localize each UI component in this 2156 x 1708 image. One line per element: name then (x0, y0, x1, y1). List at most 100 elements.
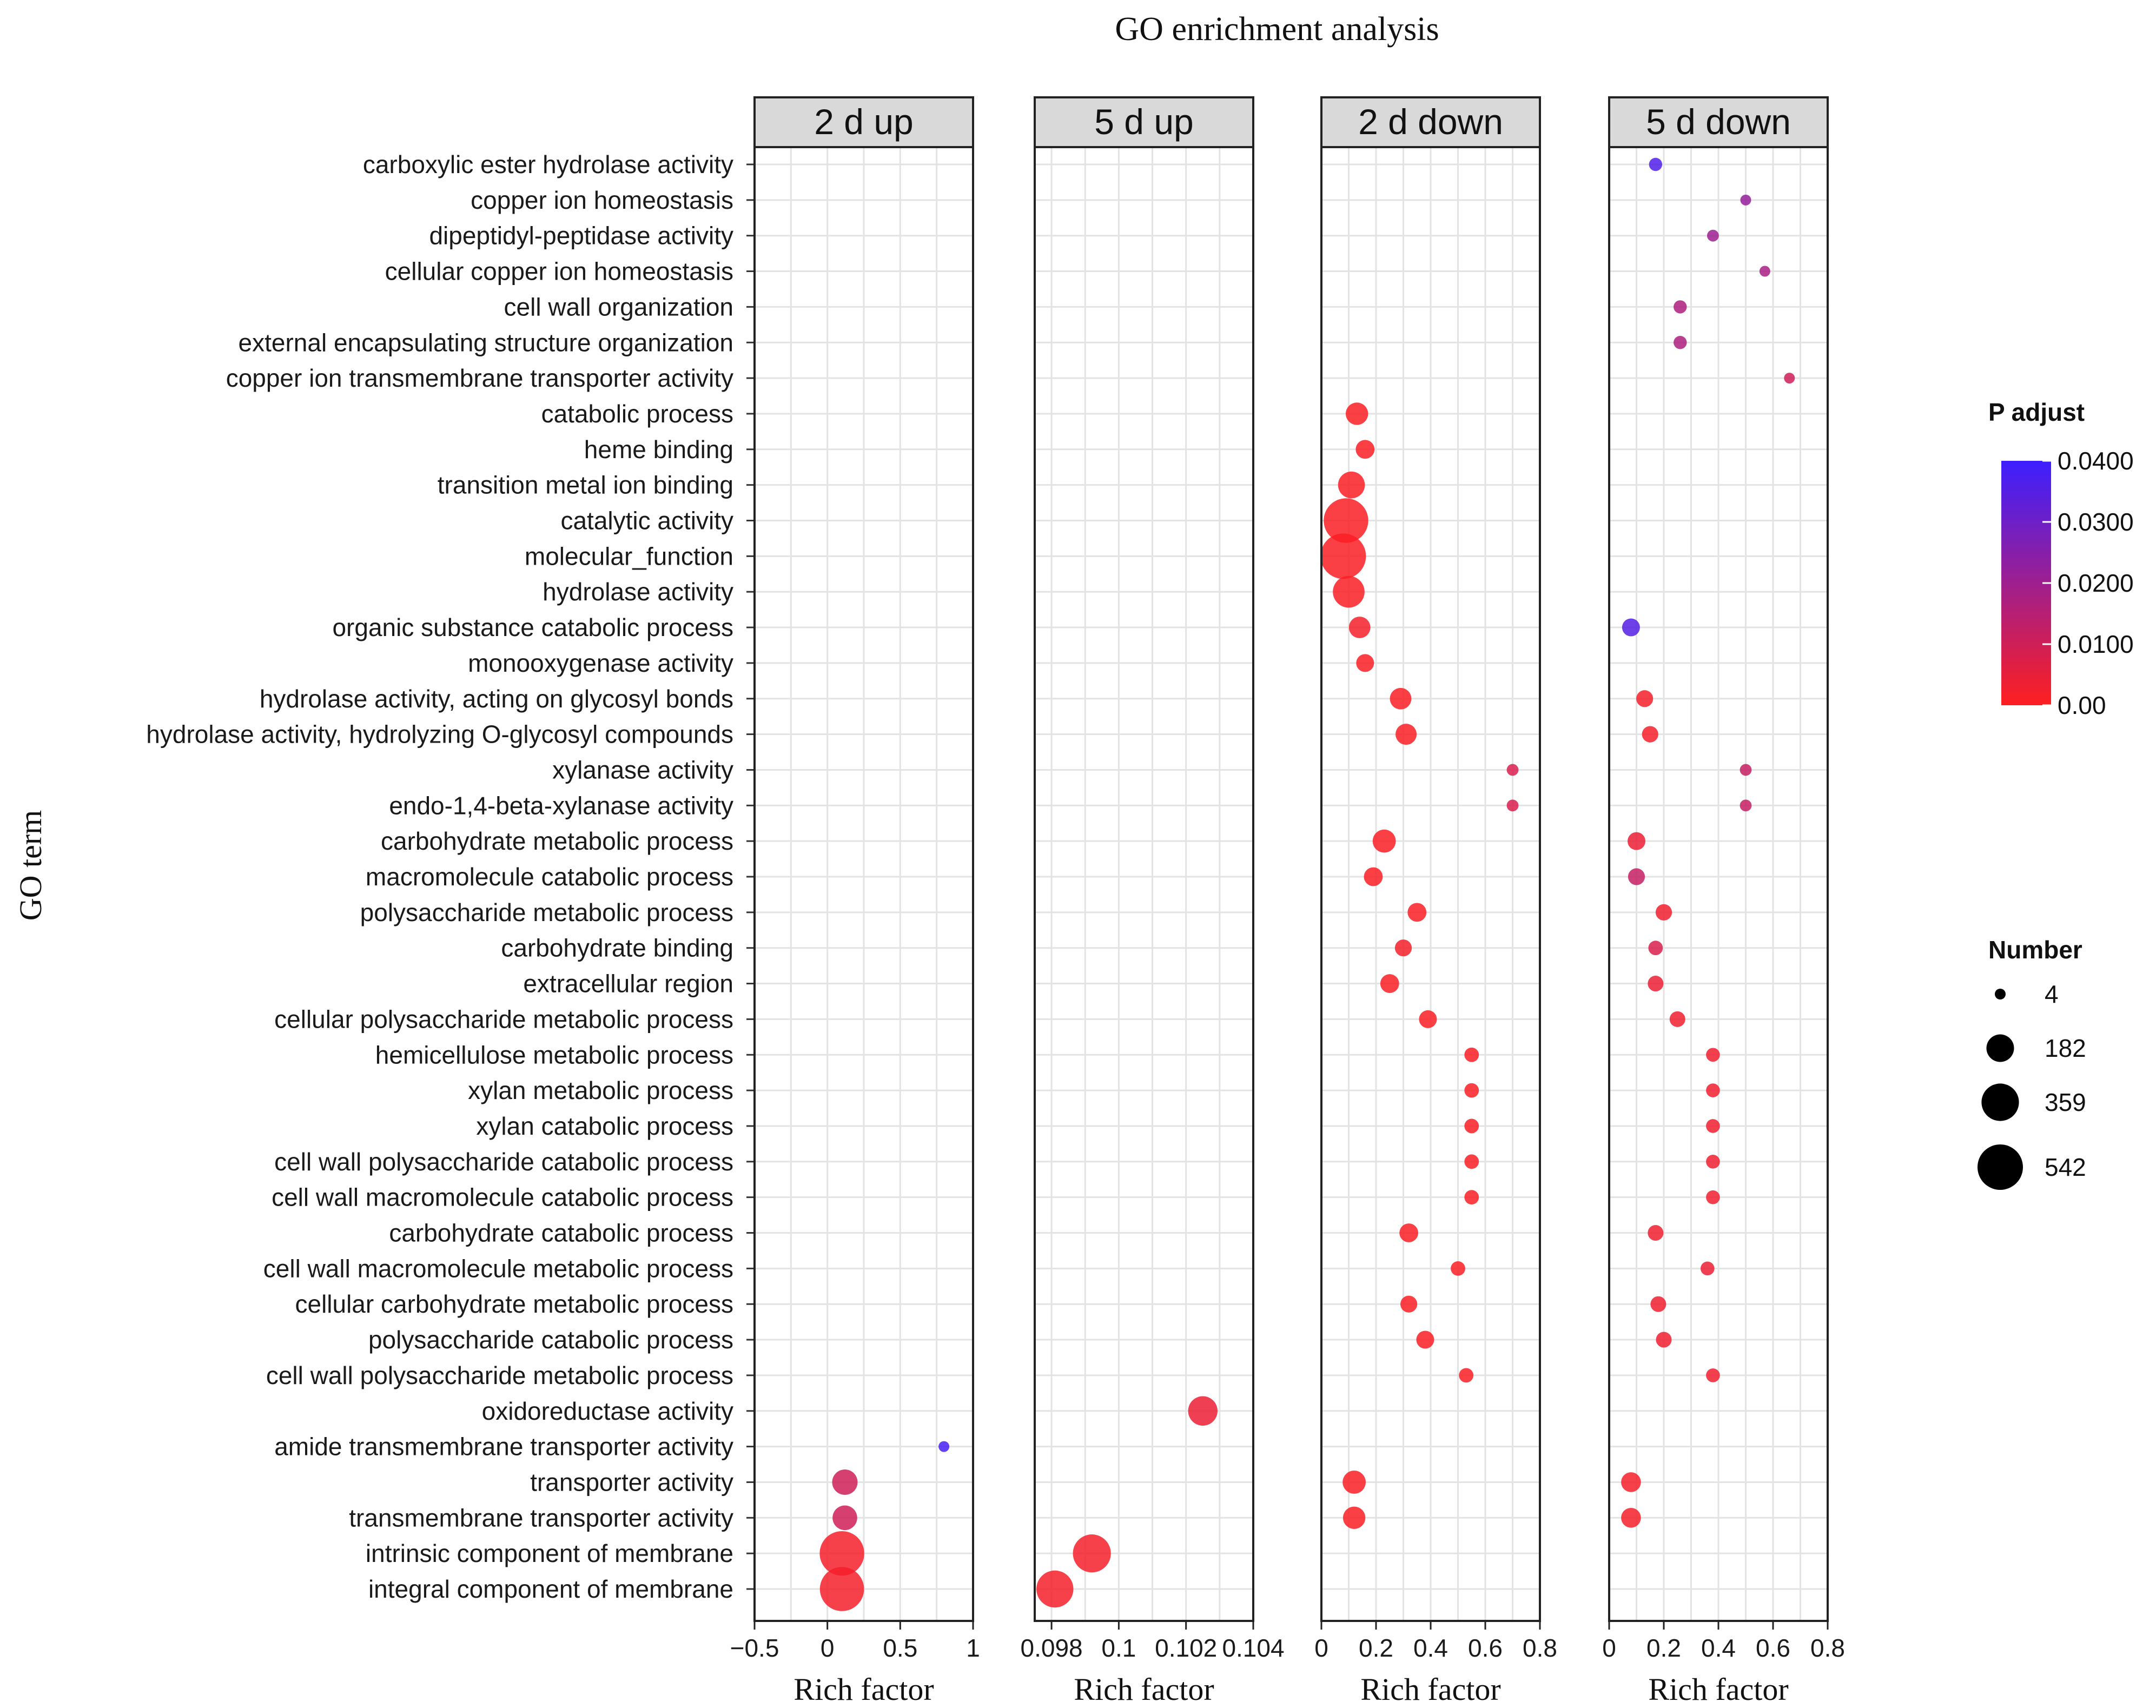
point-5-d-down-extracellular-region (1648, 976, 1664, 992)
point-2-d-down-cellular-carbohydrate-metabolic-process (1400, 1295, 1418, 1313)
point-2-d-down-polysaccharide-catabolic-process (1416, 1330, 1434, 1349)
panel-plot-area (1035, 147, 1253, 1621)
go-term-label: cell wall organization (504, 293, 733, 321)
size-legend-label: 542 (2045, 1153, 2086, 1181)
number-legend: Number 4 182 359 542 (1978, 936, 2086, 1190)
point-2-d-down-monooxygenase-activity (1356, 654, 1374, 672)
point-5-d-down-cell-wall-organization (1674, 300, 1687, 314)
point-2-d-down-cell-wall-macromolecule-metabolic-process (1451, 1261, 1465, 1276)
go-term-label: polysaccharide metabolic process (360, 898, 733, 926)
point-2-d-down-cellular-polysaccharide-metabolic-process (1419, 1010, 1437, 1028)
go-term-label: carbohydrate catabolic process (389, 1219, 733, 1247)
size-legend-label: 182 (2045, 1034, 2086, 1062)
go-term-label: hemicellulose metabolic process (375, 1041, 733, 1069)
point-5-d-down-hemicellulose-metabolic-process (1706, 1048, 1720, 1062)
point-5-d-up-intrinsic-component-of-membrane (1073, 1534, 1111, 1573)
point-2-d-down-polysaccharide-metabolic-process (1407, 903, 1427, 922)
x-axis-label: Rich factor (793, 1672, 934, 1707)
go-term-label: external encapsulating structure organiz… (239, 328, 733, 356)
point-2-d-down-transition-metal-ion-binding (1338, 471, 1365, 499)
go-term-label: cell wall macromolecule catabolic proces… (272, 1183, 733, 1212)
go-term-label: hydrolase activity, hydrolyzing O-glycos… (146, 720, 733, 749)
point-2-d-up-intrinsic-component-of-membrane (819, 1531, 864, 1576)
point-2-d-up-integral-component-of-membrane (819, 1567, 864, 1611)
point-5-d-down-xylanase-activity (1740, 764, 1752, 776)
size-legend-label: 4 (2045, 980, 2059, 1008)
go-term-label: integral component of membrane (368, 1575, 733, 1603)
x-tick-label: 0.098 (1021, 1634, 1083, 1662)
point-2-d-down-xylan-metabolic-process (1464, 1083, 1479, 1098)
panel-border (753, 146, 974, 1622)
point-5-d-down-carbohydrate-binding (1648, 941, 1663, 956)
panel-strip-label: 5 d up (1094, 102, 1194, 142)
point-5-d-down-cellular-carbohydrate-metabolic-process (1650, 1296, 1666, 1312)
point-5-d-down-transmembrane-transporter-activity (1621, 1508, 1641, 1528)
x-tick-label: 0.6 (1468, 1634, 1503, 1662)
x-tick-label: 0.104 (1222, 1634, 1284, 1662)
point-5-d-down-cell-wall-macromolecule-catabolic-process (1706, 1190, 1720, 1204)
point-5-d-up-integral-component-of-membrane (1036, 1570, 1074, 1608)
point-2-d-up-transporter-activity (832, 1469, 858, 1495)
go-term-label: cellular carbohydrate metabolic process (295, 1290, 733, 1318)
point-2-d-down-xylan-catabolic-process (1464, 1118, 1479, 1134)
point-5-d-down-copper-ion-homeostasis (1740, 194, 1751, 206)
panel-2-d-down: 2 d down 0 0.2 0.4 0.6 0.8 Rich factor (1314, 96, 1557, 1707)
point-5-d-down-xylan-catabolic-process (1706, 1119, 1720, 1133)
point-5-d-down-dipeptidyl-peptidase-activity (1707, 229, 1719, 242)
x-tick-label: −0.5 (730, 1634, 779, 1662)
go-term-label: intrinsic component of membrane (366, 1539, 733, 1567)
panel-strip (1320, 96, 1541, 148)
panel-strip-label: 2 d up (814, 102, 914, 142)
go-term-labels: carboxylic ester hydrolase activity coppe… (146, 150, 755, 1603)
go-term-label: polysaccharide catabolic process (368, 1326, 733, 1354)
panel-5-d-down: 5 d down 0 0.2 0.4 0.6 0.8 Rich factor (1602, 96, 1845, 1707)
colorbar-tick-label: 0.0200 (2058, 569, 2134, 597)
go-term-label: xylan catabolic process (476, 1112, 733, 1140)
panel-strip-label: 2 d down (1358, 102, 1503, 142)
point-2-d-down-carbohydrate-metabolic-process (1372, 829, 1396, 853)
point-2-d-down-macromolecule-catabolic-process (1364, 867, 1383, 886)
x-tick-label: 0.6 (1756, 1634, 1790, 1662)
go-term-label: catabolic process (541, 400, 733, 428)
go-term-label: organic substance catabolic process (332, 613, 733, 641)
x-tick-label: 0 (821, 1634, 835, 1662)
go-term-label: cell wall polysaccharide catabolic proce… (274, 1148, 733, 1176)
point-5-d-down-transporter-activity (1621, 1472, 1641, 1492)
panel-strip-label: 5 d down (1646, 102, 1791, 142)
panel-2-d-up: 2 d up −0.5 0 0.5 1 Rich factor (730, 96, 980, 1707)
go-term-label: cell wall macromolecule metabolic proces… (263, 1254, 733, 1282)
point-5-d-down-endo-1-4-beta-xylanase-activity (1740, 799, 1752, 812)
point-5-d-down-macromolecule-catabolic-process (1628, 868, 1645, 885)
go-term-label: copper ion transmembrane transporter act… (226, 364, 733, 392)
point-5-d-down-copper-ion-transmembrane-transporter-activity (1784, 373, 1795, 384)
go-term-label: dipeptidyl-peptidase activity (429, 222, 733, 250)
go-term-label: carbohydrate metabolic process (381, 827, 733, 855)
panel-strip (1608, 96, 1829, 148)
size-legend-dot (1986, 1034, 2014, 1062)
point-2-d-down-cell-wall-polysaccharide-metabolic-process (1459, 1368, 1474, 1383)
go-term-label: endo-1,4-beta-xylanase activity (389, 791, 733, 819)
x-tick-label: 0.2 (1646, 1634, 1681, 1662)
point-2-d-down-catabolic-process (1345, 402, 1368, 425)
colorbar-tick-label: 0.0300 (2058, 508, 2134, 536)
x-tick-label: 0.4 (1413, 1634, 1448, 1662)
point-2-d-down-hydrolase-activity (1333, 575, 1365, 608)
x-axis-label: Rich factor (1648, 1672, 1788, 1707)
go-term-label: oxidoreductase activity (482, 1397, 733, 1425)
colorbar-tick-label: 0.00 (2058, 691, 2106, 719)
point-5-d-down-cellular-polysaccharide-metabolic-process (1669, 1011, 1685, 1027)
x-axis-label: Rich factor (1074, 1672, 1214, 1707)
go-term-label: carboxylic ester hydrolase activity (363, 150, 733, 178)
point-5-d-down-cell-wall-macromolecule-metabolic-process (1701, 1261, 1715, 1276)
x-tick-label: 0.1 (1101, 1634, 1136, 1662)
point-2-d-down-transporter-activity (1342, 1471, 1366, 1494)
point-2-d-up-transmembrane-transporter-activity (832, 1505, 857, 1531)
go-term-label: cell wall polysaccharide metabolic proce… (266, 1361, 733, 1389)
x-axis-label: Rich factor (1360, 1672, 1500, 1707)
panel-border (1034, 146, 1254, 1622)
facet-panels: 2 d up −0.5 0 0.5 1 Rich factor 5 d up 0.098 0.1… (730, 96, 1845, 1707)
go-term-label: carbohydrate binding (501, 934, 733, 962)
point-2-d-down-carbohydrate-catabolic-process (1399, 1223, 1419, 1242)
point-5-d-down-hydrolase-activity-hydrolyzing-o-glycosyl-compounds (1642, 726, 1658, 743)
go-term-label: copper ion homeostasis (471, 186, 733, 214)
